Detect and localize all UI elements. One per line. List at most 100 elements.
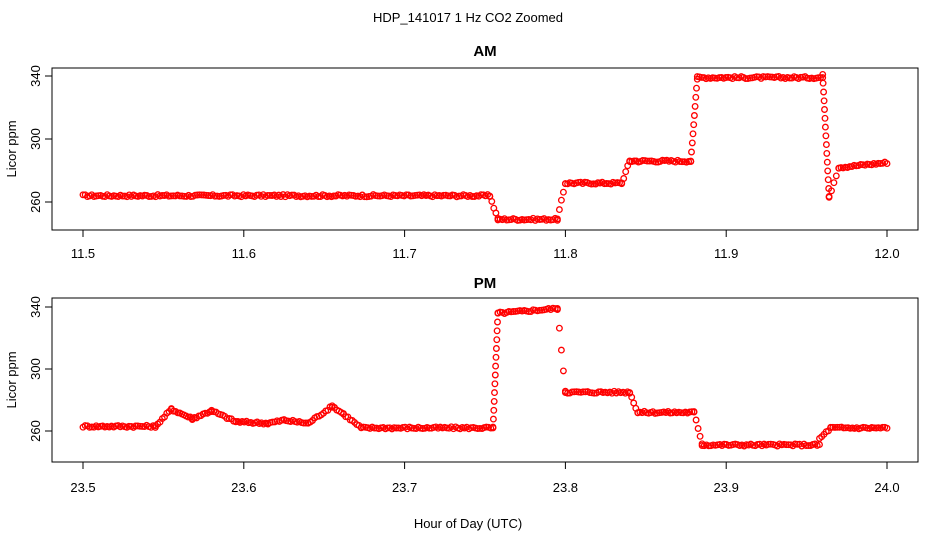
pm-data-point: [223, 415, 231, 423]
am-x-tick-label: 11.9: [714, 246, 738, 261]
am-data-point: [167, 192, 175, 200]
am-data-point: [883, 160, 891, 168]
am-data-point: [553, 215, 561, 223]
am-ticks: 11.5 11.6 11.7 11.8 11.9 12.0 260 300 340: [28, 65, 900, 261]
pm-data-point: [590, 389, 598, 397]
am-data-point: [198, 191, 206, 199]
pm-data-point: [509, 308, 517, 315]
pm-data-point: [384, 424, 392, 432]
pm-data-point: [555, 324, 563, 332]
am-data-point: [603, 180, 610, 187]
am-data-point: [158, 191, 166, 199]
pm-data-point: [490, 397, 498, 405]
am-panel: AM Licor ppm 11.5 11.6 11.7 11.8 11.9 12.0 260…: [4, 43, 919, 261]
am-data-point: [820, 88, 828, 96]
pm-data-point: [628, 393, 636, 401]
am-data-point: [488, 197, 496, 205]
am-data-point: [630, 157, 638, 165]
am-data-point: [477, 191, 485, 199]
am-points: [79, 70, 891, 224]
am-data-point: [693, 84, 700, 92]
pm-data-point: [553, 305, 561, 312]
pm-data-point: [490, 406, 498, 414]
am-data-point: [626, 158, 634, 165]
pm-data-point: [782, 441, 790, 449]
pm-data-point: [579, 388, 587, 396]
pm-ticks: 23.5 23.6 23.7 23.8 23.9 24.0 260 300 340: [28, 296, 900, 495]
am-data-point: [620, 175, 628, 182]
pm-data-point: [493, 336, 501, 344]
pm-points: [79, 304, 891, 450]
pm-x-tick-label: 23.9: [714, 480, 739, 495]
pm-data-point: [493, 327, 501, 335]
pm-y-tick-label: 340: [28, 296, 43, 318]
am-data-point: [825, 192, 833, 200]
pm-y-tick-label: 300: [28, 358, 43, 380]
pm-data-point: [564, 389, 572, 397]
am-data-point: [819, 70, 827, 78]
am-y-tick-label: 260: [28, 191, 43, 213]
pm-data-point: [489, 424, 497, 432]
pm-panel: PM Licor ppm 23.5 23.6 23.7 23.8 23.9 24.0 260…: [4, 275, 919, 495]
pm-data-point: [492, 362, 500, 370]
am-data-point: [492, 209, 500, 217]
pm-x-tick-label: 23.5: [70, 480, 95, 495]
pm-data-point: [767, 440, 775, 448]
am-data-point: [687, 157, 695, 165]
pm-data-point: [595, 388, 603, 396]
am-data-point: [819, 79, 827, 87]
am-data-point: [733, 74, 741, 82]
pm-data-point: [132, 422, 140, 430]
pm-data-point: [831, 423, 839, 431]
pm-data-point: [883, 424, 891, 432]
am-data-point: [169, 192, 177, 200]
pm-data-point: [692, 416, 700, 424]
am-data-point: [688, 139, 696, 147]
pm-data-point: [492, 345, 500, 352]
pm-data-point: [765, 440, 772, 448]
am-data-point: [180, 192, 188, 200]
am-data-point: [196, 191, 203, 199]
pm-data-point: [802, 442, 810, 450]
pm-data-point: [370, 424, 378, 432]
am-y-tick-label: 340: [28, 65, 43, 87]
am-data-point: [828, 187, 835, 195]
am-data-point: [821, 106, 828, 113]
pm-data-point: [570, 388, 578, 396]
pm-data-point: [705, 442, 713, 450]
am-data-point: [832, 172, 840, 180]
pm-data-point: [568, 388, 576, 396]
am-data-point: [820, 97, 828, 105]
am-data-point: [330, 192, 338, 200]
pm-data-point: [300, 419, 308, 427]
am-ylabel: Licor ppm: [4, 120, 19, 177]
am-data-point: [266, 191, 274, 199]
am-data-point: [822, 141, 830, 149]
pm-data-point: [269, 418, 276, 426]
pm-data-point: [833, 423, 841, 431]
am-data-point: [678, 158, 686, 166]
am-data-point: [440, 191, 448, 199]
am-data-point: [559, 188, 567, 196]
am-data-point: [226, 191, 234, 199]
pm-data-point: [201, 409, 209, 417]
am-data-point: [824, 176, 832, 184]
am-data-point: [823, 149, 831, 157]
am-data-point: [821, 123, 829, 131]
am-data-point: [119, 192, 127, 200]
pm-x-tick-label: 23.6: [231, 480, 256, 495]
pm-data-point: [690, 408, 698, 416]
am-data-point: [652, 158, 660, 166]
am-data-point: [220, 191, 228, 199]
am-data-point: [692, 93, 700, 101]
am-y-tick-label: 300: [28, 128, 43, 150]
pm-data-point: [696, 432, 704, 440]
am-data-point: [821, 114, 829, 122]
pm-data-point: [136, 422, 144, 430]
am-data-point: [689, 130, 697, 138]
pm-data-point: [559, 367, 567, 375]
pm-data-point: [840, 424, 848, 432]
am-data-point: [846, 163, 854, 171]
am-data-point: [690, 112, 698, 119]
